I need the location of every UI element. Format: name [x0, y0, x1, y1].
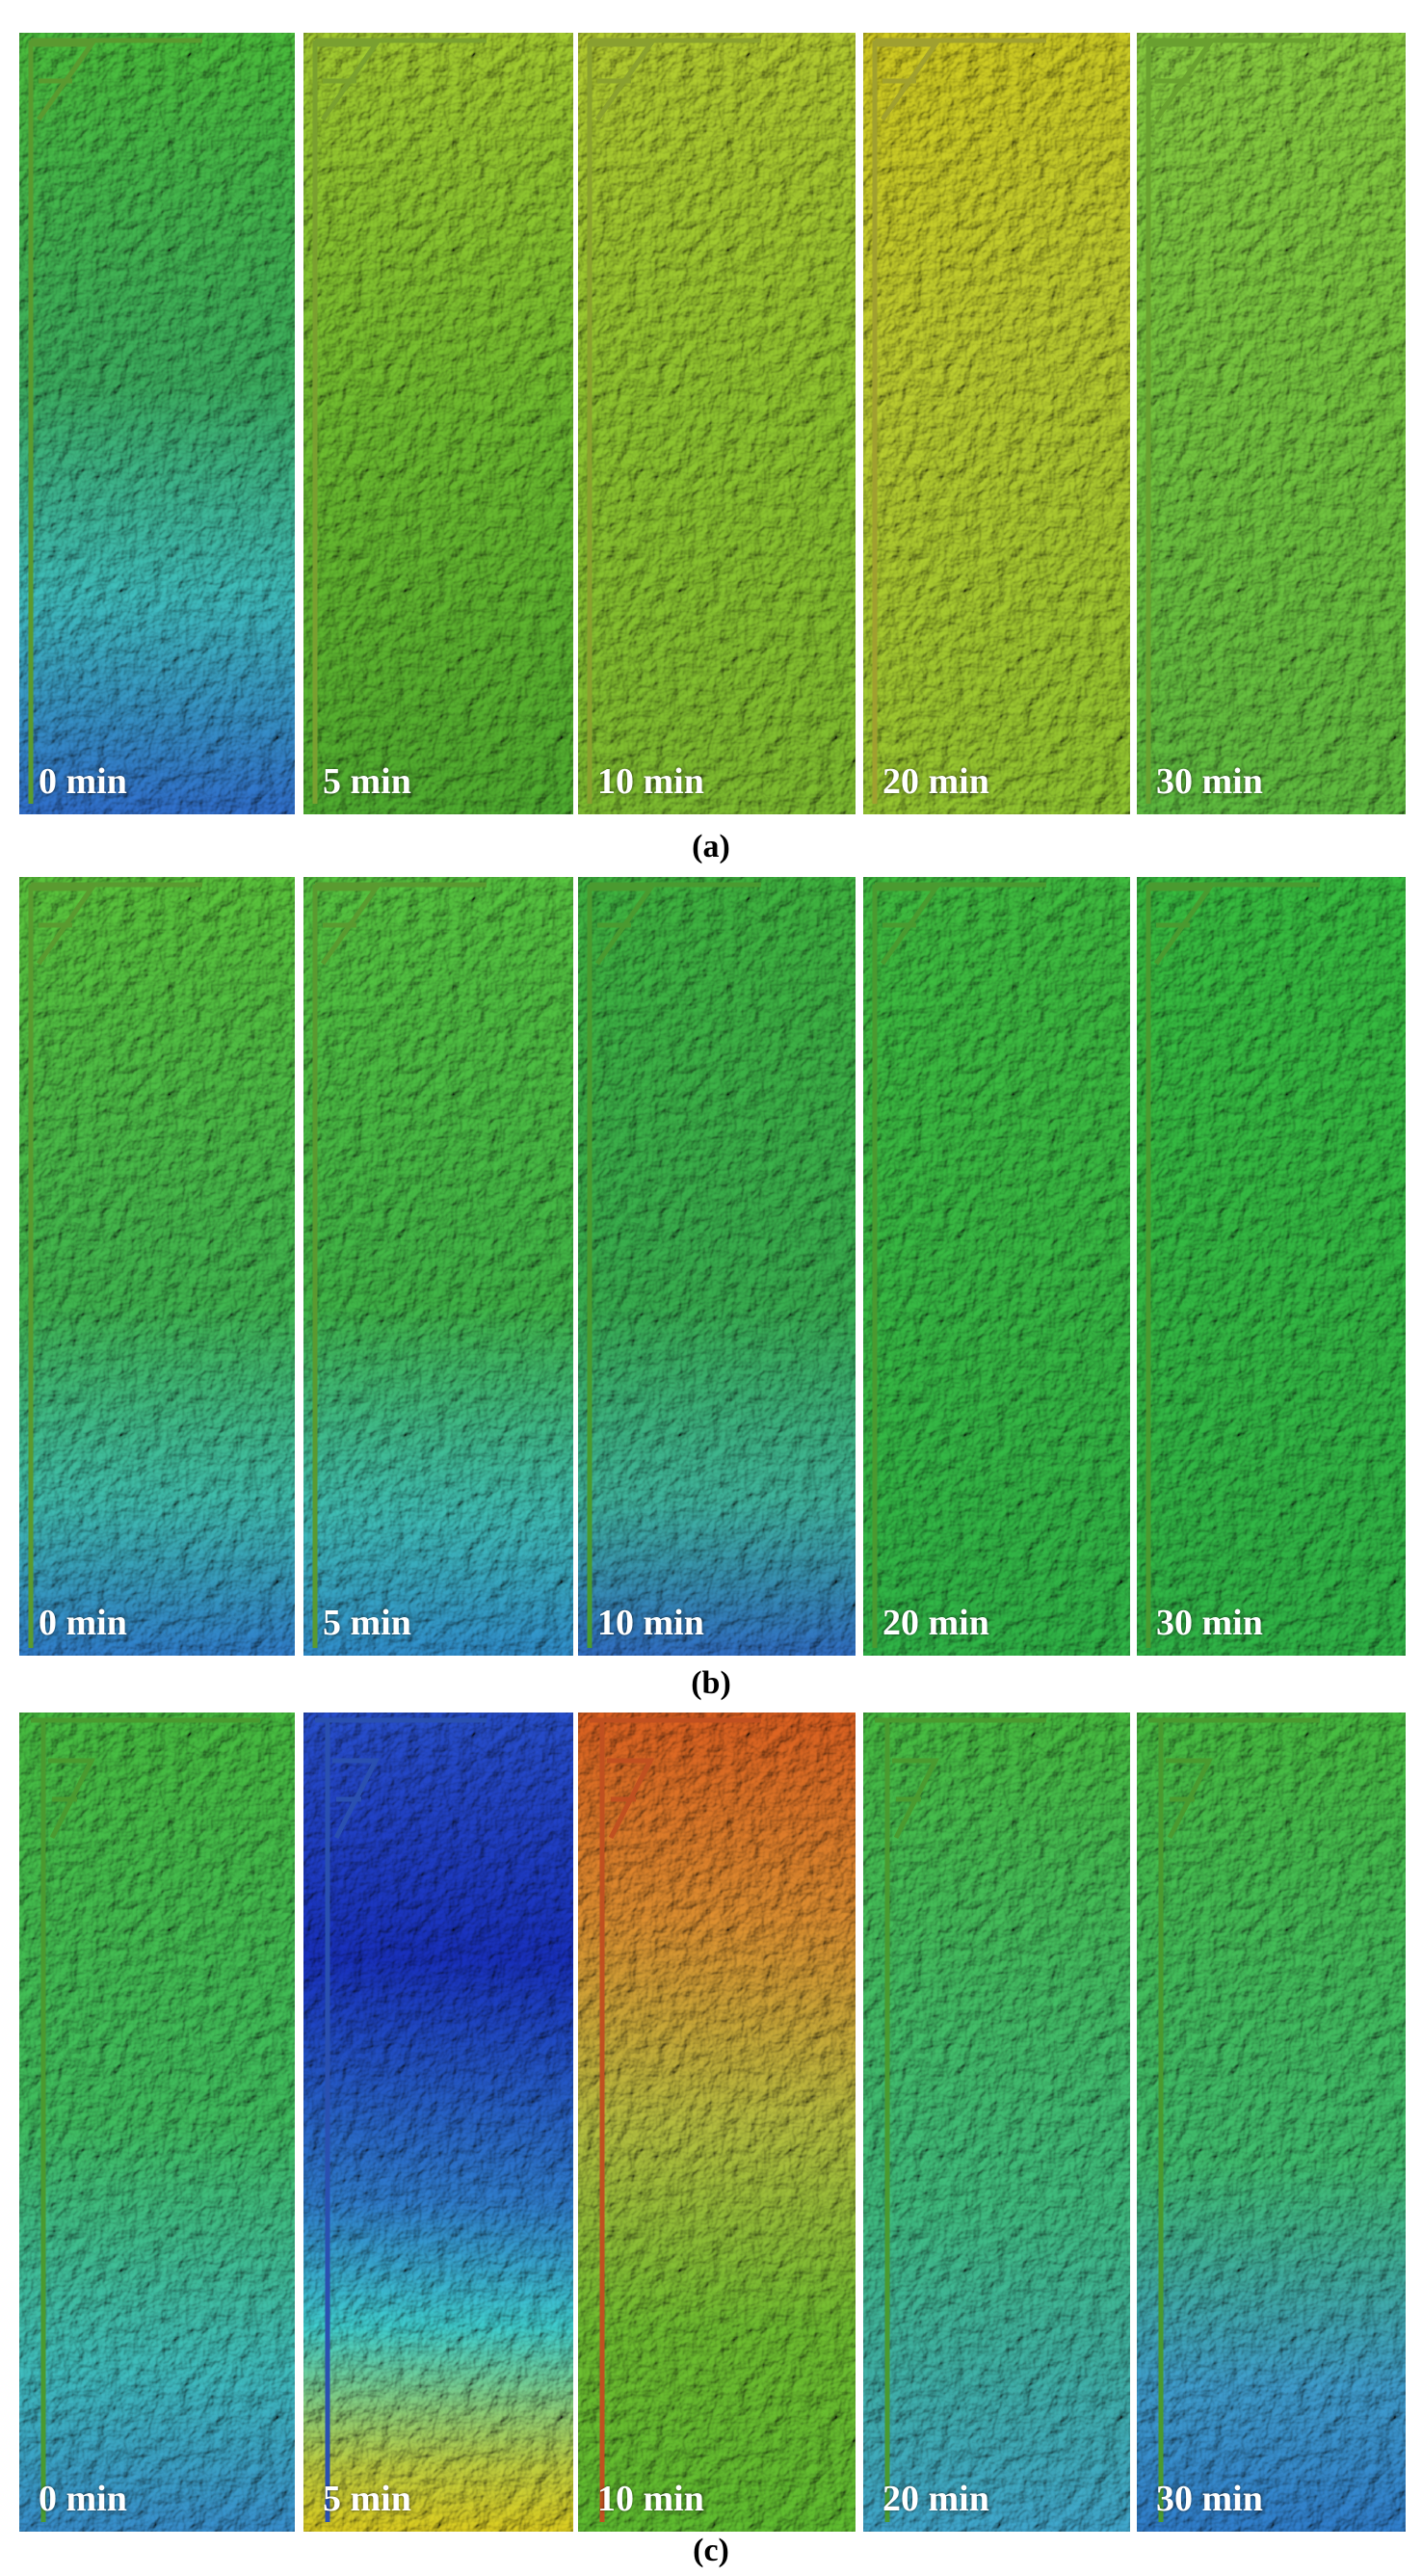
time-label: 0 min [39, 761, 127, 802]
texture [19, 1713, 295, 2532]
time-label: 5 min [323, 2479, 411, 2519]
time-label: 20 min [882, 2479, 989, 2519]
frame [28, 882, 202, 1648]
time-label: 10 min [597, 1603, 704, 1643]
texture [19, 33, 295, 814]
time-label: 10 min [597, 2479, 704, 2519]
time-label: 30 min [1156, 761, 1263, 802]
texture [19, 877, 295, 1656]
texture [303, 877, 573, 1656]
frame [587, 38, 761, 804]
texture [303, 33, 573, 814]
texture [1137, 1713, 1406, 2532]
time-label: 20 min [882, 1603, 989, 1643]
frame [872, 38, 1046, 804]
image-panel: 0 min [19, 1713, 295, 2532]
time-label: 20 min [882, 761, 989, 802]
texture [863, 1713, 1130, 2532]
row-label: (a) [692, 829, 730, 864]
time-label: 30 min [1156, 1603, 1263, 1643]
time-label: 30 min [1156, 2479, 1263, 2519]
row-label: (c) [693, 2533, 729, 2568]
texture [578, 1713, 856, 2532]
texture [578, 33, 856, 814]
time-label: 0 min [39, 2479, 127, 2519]
texture [1137, 877, 1406, 1656]
texture [863, 33, 1130, 814]
image-panel: 0 min [19, 33, 295, 814]
frame [875, 1717, 1046, 2522]
frame [312, 38, 487, 804]
image-panel: 5 min [303, 877, 573, 1656]
time-label: 5 min [323, 761, 411, 802]
frame [31, 1717, 260, 2522]
image-panel: 30 min [1137, 33, 1406, 814]
frame [590, 1717, 761, 2522]
row-label: (b) [691, 1665, 731, 1701]
image-panel: 10 min [578, 33, 856, 814]
image-panel: 0 min [19, 877, 295, 1656]
image-panel: 5 min [303, 1713, 573, 2532]
frame [28, 38, 202, 804]
texture [578, 877, 856, 1656]
image-panel: 5 min [303, 33, 573, 814]
image-panel: 20 min [863, 877, 1130, 1656]
image-panel: 10 min [578, 877, 856, 1656]
frame [1146, 38, 1320, 804]
frame [1146, 882, 1320, 1648]
image-panel: 20 min [863, 1713, 1130, 2532]
time-label: 0 min [39, 1603, 127, 1643]
texture [863, 877, 1130, 1656]
texture [1137, 33, 1406, 814]
time-label: 5 min [323, 1603, 411, 1643]
frame [315, 1717, 487, 2522]
image-panel: 10 min [578, 1713, 856, 2532]
frame [872, 882, 1046, 1648]
image-panel: 20 min [863, 33, 1130, 814]
texture [303, 1713, 573, 2532]
image-panel: 30 min [1137, 877, 1406, 1656]
frame [1148, 1717, 1320, 2522]
frame [312, 882, 487, 1648]
time-label: 10 min [597, 761, 704, 802]
frame [587, 882, 761, 1648]
image-panel: 30 min [1137, 1713, 1406, 2532]
